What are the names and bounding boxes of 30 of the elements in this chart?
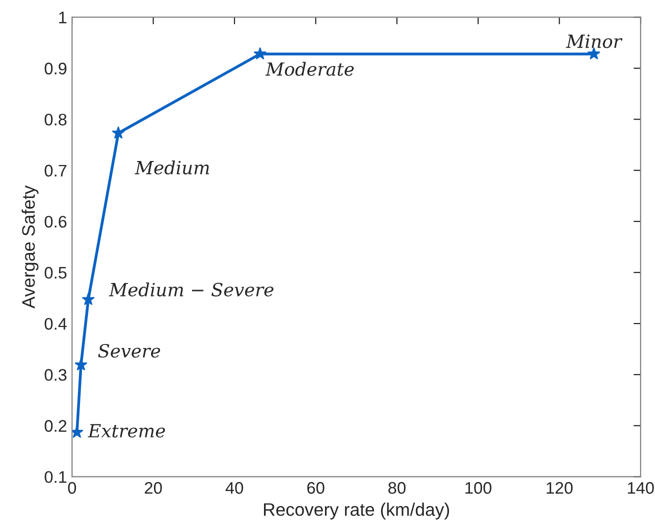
annotation: Medium [134,160,210,174]
x-axis-title: Recovery rate (km/day) [264,502,450,520]
y-tick-label: 0.7 [44,164,66,177]
annotation: Minor [566,34,622,48]
point [82,292,95,306]
annotation: Medium − Severe [108,282,274,296]
y-tick-label: 1 [59,12,66,24]
annotation: Extreme [88,424,165,438]
annotation: Severe [98,344,160,358]
y-tick-label: 0.1 [44,471,66,483]
x-tick-label: 120 [546,482,573,494]
x-tick-label: 140 [628,482,654,494]
y-tick-label: 0.9 [44,62,66,74]
y-tick-label: 0.6 [44,216,66,228]
y-tick-label: 0.2 [44,420,66,432]
point [74,358,88,370]
x-tick-label: 20 [144,482,162,494]
point [254,47,267,60]
y-tick-label: 0.4 [44,318,67,330]
x-tick-label: 80 [388,482,406,494]
point [112,126,125,139]
x-tick-label: 0 [68,482,76,494]
y-tick-label: 0.5 [44,266,66,279]
y-axis-title: Avergae Safety [22,185,38,308]
x-tick-label: 100 [466,482,492,494]
x-tick-label: 60 [307,482,324,494]
annotation: Moderate [265,62,354,76]
y-tick-label: 0.8 [44,114,66,126]
x-tick-label: 40 [226,482,244,494]
y-tick-label: 0.3 [44,369,66,381]
